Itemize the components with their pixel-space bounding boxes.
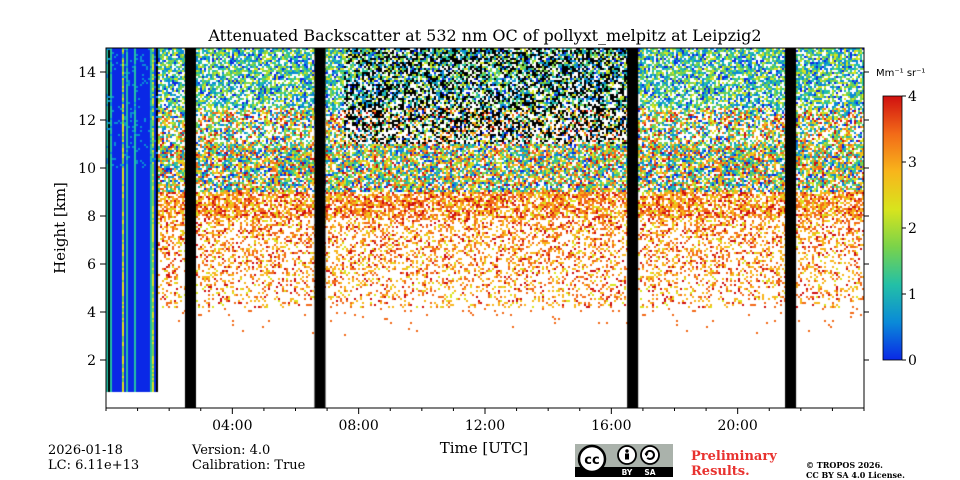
y-tick-label: 14 <box>78 65 96 81</box>
colorbar-ticks: 0 1 2 3 4 <box>902 89 917 369</box>
y-axis: 2 4 6 8 10 12 14 <box>78 65 869 369</box>
cc-icon-text: cc <box>584 453 599 468</box>
colorbar-tick-label: 0 <box>908 353 917 369</box>
preliminary-notice: Preliminary Results. <box>691 449 777 479</box>
y-tick-label: 10 <box>78 161 96 177</box>
x-tick-label: 08:00 <box>338 418 378 434</box>
x-tick-label: 04:00 <box>212 418 252 434</box>
cc-icon <box>577 444 607 474</box>
footer-date: 2026-01-18 <box>48 443 123 458</box>
footer-calibration: Calibration: True <box>192 458 306 473</box>
copyright-line2: CC BY SA 4.0 License. <box>806 470 905 480</box>
colorbar <box>882 95 903 361</box>
footer-version-block: Version: 4.0 Calibration: True <box>192 443 305 473</box>
footer-lc: LC: 6.11e+13 <box>48 458 140 473</box>
x-tick-label: 20:00 <box>717 418 757 434</box>
copyright-notice: © TROPOS 2026. CC BY SA 4.0 License. <box>806 460 905 480</box>
y-tick-label: 12 <box>78 113 96 129</box>
colorbar-tick-label: 4 <box>908 89 917 105</box>
x-tick-label: 16:00 <box>591 418 631 434</box>
colorbar-unit-label: Mm⁻¹ sr⁻¹ <box>876 68 925 79</box>
sa-label: SA <box>644 468 655 477</box>
y-tick-label: 2 <box>87 353 96 369</box>
cc-license-badge: cc BY SA <box>575 444 673 477</box>
x-tick-label: 12:00 <box>465 418 505 434</box>
y-axis-label: Height [km] <box>51 182 69 274</box>
colorbar-tick-label: 1 <box>908 287 917 303</box>
preliminary-line2: Results. <box>691 464 750 479</box>
y-tick-label: 6 <box>87 257 96 273</box>
y-tick-label: 4 <box>87 305 96 321</box>
backscatter-heatmap <box>106 48 864 408</box>
colorbar-tick-label: 3 <box>908 155 917 171</box>
colorbar-tick-label: 2 <box>908 221 917 237</box>
x-axis-label: Time [UTC] <box>440 439 529 457</box>
plot-area <box>106 48 864 408</box>
sa-icon <box>640 445 660 465</box>
x-axis: 04:00 08:00 12:00 16:00 20:00 <box>105 408 865 434</box>
y-tick-label: 8 <box>87 209 96 225</box>
chart-title: Attenuated Backscatter at 532 nm OC of p… <box>207 26 761 45</box>
by-label: BY <box>622 468 633 477</box>
preliminary-line1: Preliminary <box>691 449 777 464</box>
footer-date-block: 2026-01-18 LC: 6.11e+13 <box>48 443 139 473</box>
copyright-line1: © TROPOS 2026. <box>806 460 883 470</box>
footer-version: Version: 4.0 <box>192 443 271 458</box>
